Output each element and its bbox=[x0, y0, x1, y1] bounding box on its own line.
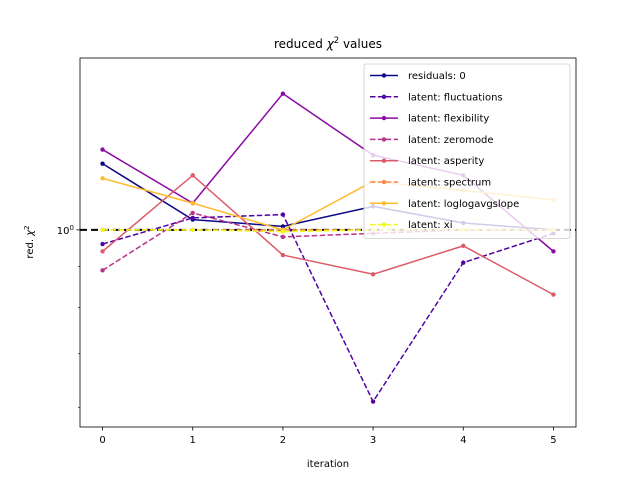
series-3-point-2 bbox=[280, 234, 286, 240]
y-tick-label: 100 bbox=[57, 224, 74, 237]
series-1-point-3 bbox=[370, 399, 376, 404]
series-1-point-0 bbox=[100, 241, 105, 247]
x-tick-label: 4 bbox=[460, 435, 466, 446]
legend-marker-1 bbox=[381, 94, 387, 100]
legend-label-7: latent: xi bbox=[408, 220, 452, 231]
legend-marker-3 bbox=[381, 137, 387, 142]
series-7-point-2 bbox=[280, 229, 286, 234]
legend-label-2: latent: flexibility bbox=[408, 114, 489, 125]
series-0-point-2 bbox=[280, 224, 286, 229]
legend-marker-6 bbox=[381, 201, 387, 206]
series-7-point-1 bbox=[190, 227, 195, 233]
series-2-point-2 bbox=[280, 91, 286, 96]
axes: 0 1 2 3 4 5 100 bbox=[57, 57, 577, 446]
series-7-point-0 bbox=[100, 227, 105, 233]
legend-label-4: latent: asperity bbox=[408, 156, 484, 167]
legend-marker-4 bbox=[381, 158, 387, 163]
series-line-4 bbox=[102, 174, 554, 296]
x-tick-label: 5 bbox=[550, 435, 556, 446]
legend-marker-2 bbox=[381, 115, 387, 121]
series-0-point-0 bbox=[100, 161, 105, 166]
series-6-point-1 bbox=[190, 200, 195, 206]
series-1-point-2 bbox=[280, 212, 286, 217]
series-4-point-3 bbox=[370, 272, 376, 277]
y-axis-label: red. χ2 bbox=[23, 225, 36, 258]
legend-label-1: latent: fluctuations bbox=[408, 92, 503, 103]
series-4-point-5 bbox=[551, 292, 556, 297]
x-tick-label: 0 bbox=[99, 435, 105, 446]
series-4-point-0 bbox=[100, 249, 105, 254]
series-4-point-2 bbox=[280, 252, 286, 258]
legend-marker-5 bbox=[381, 179, 387, 185]
x-tick-label: 1 bbox=[190, 435, 196, 446]
legend-label-5: latent: spectrum bbox=[408, 178, 491, 189]
series-line-1 bbox=[102, 213, 554, 404]
axes-frame bbox=[79, 57, 577, 428]
series-2-point-0 bbox=[100, 147, 105, 152]
series-3-point-1 bbox=[190, 210, 195, 216]
x-axis-label: iteration bbox=[307, 459, 349, 470]
series-4-point-1 bbox=[190, 173, 195, 178]
series-3-point-0 bbox=[100, 268, 105, 273]
legend-label-0: residuals: 0 bbox=[408, 71, 466, 82]
series-6-point-0 bbox=[100, 176, 105, 181]
series-4-point-4 bbox=[461, 243, 466, 249]
legend: residuals: 0 latent: fluctuations latent: … bbox=[363, 63, 571, 239]
series-2-point-5 bbox=[551, 249, 556, 254]
series-1-point-4 bbox=[461, 260, 466, 265]
legend-label-3: latent: zeromode bbox=[408, 135, 494, 146]
legend-marker-7 bbox=[381, 222, 387, 227]
x-tick-label: 2 bbox=[280, 435, 286, 446]
legend-box bbox=[363, 63, 571, 239]
series-1-point-1 bbox=[190, 215, 195, 221]
x-tick-label: 3 bbox=[370, 435, 376, 446]
legend-marker-0 bbox=[381, 73, 387, 78]
legend-label-6: latent: loglogavgslope bbox=[408, 199, 519, 210]
chart-title: reduced χ2 values bbox=[274, 35, 382, 51]
